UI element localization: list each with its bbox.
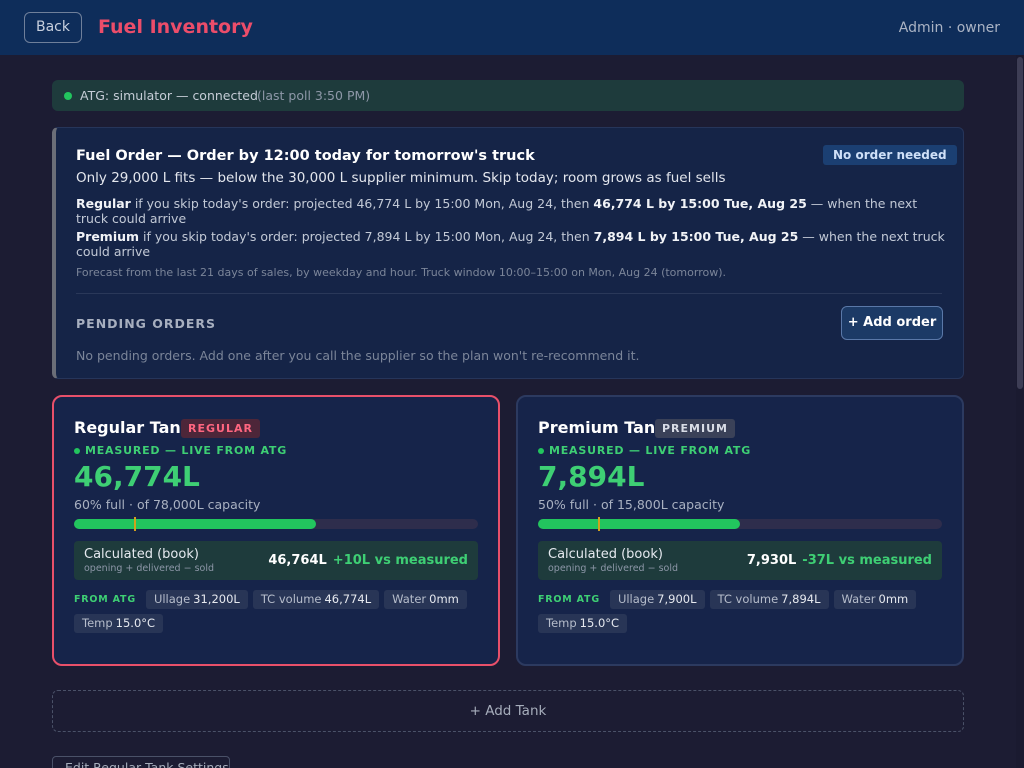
stat-label: TC volume <box>260 592 322 606</box>
stat-chip-ullage: Ullage 31,200L <box>145 590 248 609</box>
projection-text: if you skip today's order: projected 46,… <box>130 196 594 211</box>
tank-level-bar <box>538 517 942 531</box>
calc-values: 7,930L -37L vs measured <box>747 553 932 569</box>
stat-label: Temp <box>82 616 113 630</box>
stat-chip-ullage: Ullage 7,900L <box>609 590 705 609</box>
tank-level-fill <box>74 519 317 529</box>
status-dot-icon <box>64 92 72 100</box>
projection-premium: Premium if you skip today's order: proje… <box>76 229 946 259</box>
tank-capacity: 60% full · of 78,000L capacity <box>74 497 261 512</box>
stat-value: 15.0°C <box>115 616 156 630</box>
calc-diff: +10L vs measured <box>332 553 468 568</box>
pending-orders-heading: PENDING ORDERS <box>76 316 217 331</box>
calc-diff: -37L vs measured <box>802 553 932 568</box>
stat-label: Ullage <box>153 592 191 606</box>
tank-level-bar <box>74 517 478 531</box>
atg-last-poll: (last poll 3:50 PM) <box>257 88 371 103</box>
atg-status-banner: ATG: simulator — connected (last poll 3:… <box>52 80 964 111</box>
stat-label: Water <box>392 592 427 606</box>
stat-value: 7,894L <box>781 592 821 606</box>
projection-highlight: 46,774 L by 15:00 Tue, Aug 25 <box>593 196 807 211</box>
live-dot-icon <box>74 448 80 454</box>
projection-text: if you skip today's order: projected 7,8… <box>139 229 594 244</box>
calc-label: Calculated (book) <box>84 547 199 562</box>
top-bar: Back Fuel Inventory Admin · owner <box>0 0 1024 55</box>
stat-chip-temp: Temp 15.0°C <box>74 614 164 633</box>
reorder-marker <box>134 517 136 531</box>
stat-value: 0mm <box>429 592 459 606</box>
atg-stats: FROM ATG Ullage 7,900L TC volume 7,894L Water… <box>538 590 948 638</box>
forecast-note: Forecast from the last 21 days of sales,… <box>76 266 726 279</box>
stat-chip-tc-volume: TC volume 46,774L <box>252 590 380 609</box>
tank-level-fill <box>538 519 740 529</box>
tank-card-premium[interactable]: Premium Tank PREMIUM MEASURED — LIVE FRO… <box>516 395 964 666</box>
live-dot-icon <box>538 448 544 454</box>
pending-orders-empty: No pending orders. Add one after you cal… <box>76 348 640 363</box>
calculated-book-box: Calculated (book) opening + delivered − … <box>74 541 478 580</box>
from-atg-label: FROM ATG <box>74 594 136 605</box>
projection-tail: — when the next truck could arrive <box>76 196 918 226</box>
page-title: Fuel Inventory <box>98 16 253 38</box>
calc-value: 46,764L <box>268 553 327 568</box>
back-button[interactable]: Back <box>24 12 82 43</box>
stat-value: 0mm <box>878 592 909 606</box>
stat-value: 15.0°C <box>579 616 620 630</box>
measured-label: MEASURED — LIVE FROM ATG <box>85 444 288 457</box>
stat-label: TC volume <box>717 592 779 606</box>
stat-value: 7,900L <box>657 592 697 606</box>
tank-name: Premium Tank <box>538 418 666 437</box>
calc-formula: opening + delivered − sold <box>548 563 679 574</box>
stat-value: 31,200L <box>193 592 240 606</box>
add-tank-button[interactable]: + Add Tank <box>52 690 964 732</box>
add-order-button[interactable]: + Add order <box>841 306 943 340</box>
atg-stats: FROM ATG Ullage 31,200L TC volume 46,774L Wat… <box>74 590 484 638</box>
scroll-thumb[interactable] <box>1017 57 1023 389</box>
tank-card-regular[interactable]: Regular Tank REGULAR MEASURED — LIVE FRO… <box>52 395 500 666</box>
atg-status-text: ATG: simulator — connected <box>80 88 258 103</box>
calc-value: 7,930L <box>746 553 797 568</box>
projection-grade: Regular <box>76 196 131 211</box>
stat-chip-water: Water 0mm <box>833 590 917 609</box>
reorder-marker <box>598 517 600 531</box>
stat-label: Water <box>841 592 876 606</box>
stat-value: 46,774L <box>324 592 372 606</box>
stat-chip-temp: Temp 15.0°C <box>538 614 628 633</box>
fuel-order-subtitle: Only 29,000 L fits — below the 30,000 L … <box>76 170 726 186</box>
measured-label: MEASURED — LIVE FROM ATG <box>549 444 752 457</box>
projection-regular: Regular if you skip today's order: proje… <box>76 196 946 226</box>
user-info: Admin · owner <box>898 20 1000 36</box>
projection-grade: Premium <box>76 229 140 244</box>
tank-grade-badge: PREMIUM <box>655 419 735 438</box>
stat-chip-tc-volume: TC volume 7,894L <box>709 590 829 609</box>
divider <box>76 293 942 294</box>
edit-tank-settings-button[interactable]: Edit Regular Tank Settings <box>52 756 230 768</box>
stat-label: Ullage <box>617 592 655 606</box>
tank-level: 46,774L <box>74 460 200 493</box>
tank-name: Regular Tank <box>74 418 192 437</box>
projection-tail: — when the next truck could arrive <box>76 229 945 259</box>
tank-capacity: 50% full · of 15,800L capacity <box>538 497 725 512</box>
fuel-order-panel: Fuel Order — Order by 12:00 today for to… <box>52 127 964 379</box>
calc-formula: opening + delivered − sold <box>84 563 215 574</box>
calc-values: 46,764L +10L vs measured <box>268 553 468 569</box>
stat-label: Temp <box>546 616 577 630</box>
scrollbar[interactable] <box>1016 55 1024 768</box>
calculated-book-box: Calculated (book) opening + delivered − … <box>538 541 942 580</box>
from-atg-label: FROM ATG <box>538 594 600 605</box>
fuel-order-title: Fuel Order — Order by 12:00 today for to… <box>76 148 535 164</box>
projection-highlight: 7,894 L by 15:00 Tue, Aug 25 <box>593 229 799 244</box>
tank-grade-badge: REGULAR <box>181 419 260 438</box>
order-status-badge: No order needed <box>823 145 957 165</box>
calc-label: Calculated (book) <box>548 547 663 562</box>
tank-level: 7,894L <box>538 460 645 493</box>
stat-chip-water: Water 0mm <box>384 590 467 609</box>
